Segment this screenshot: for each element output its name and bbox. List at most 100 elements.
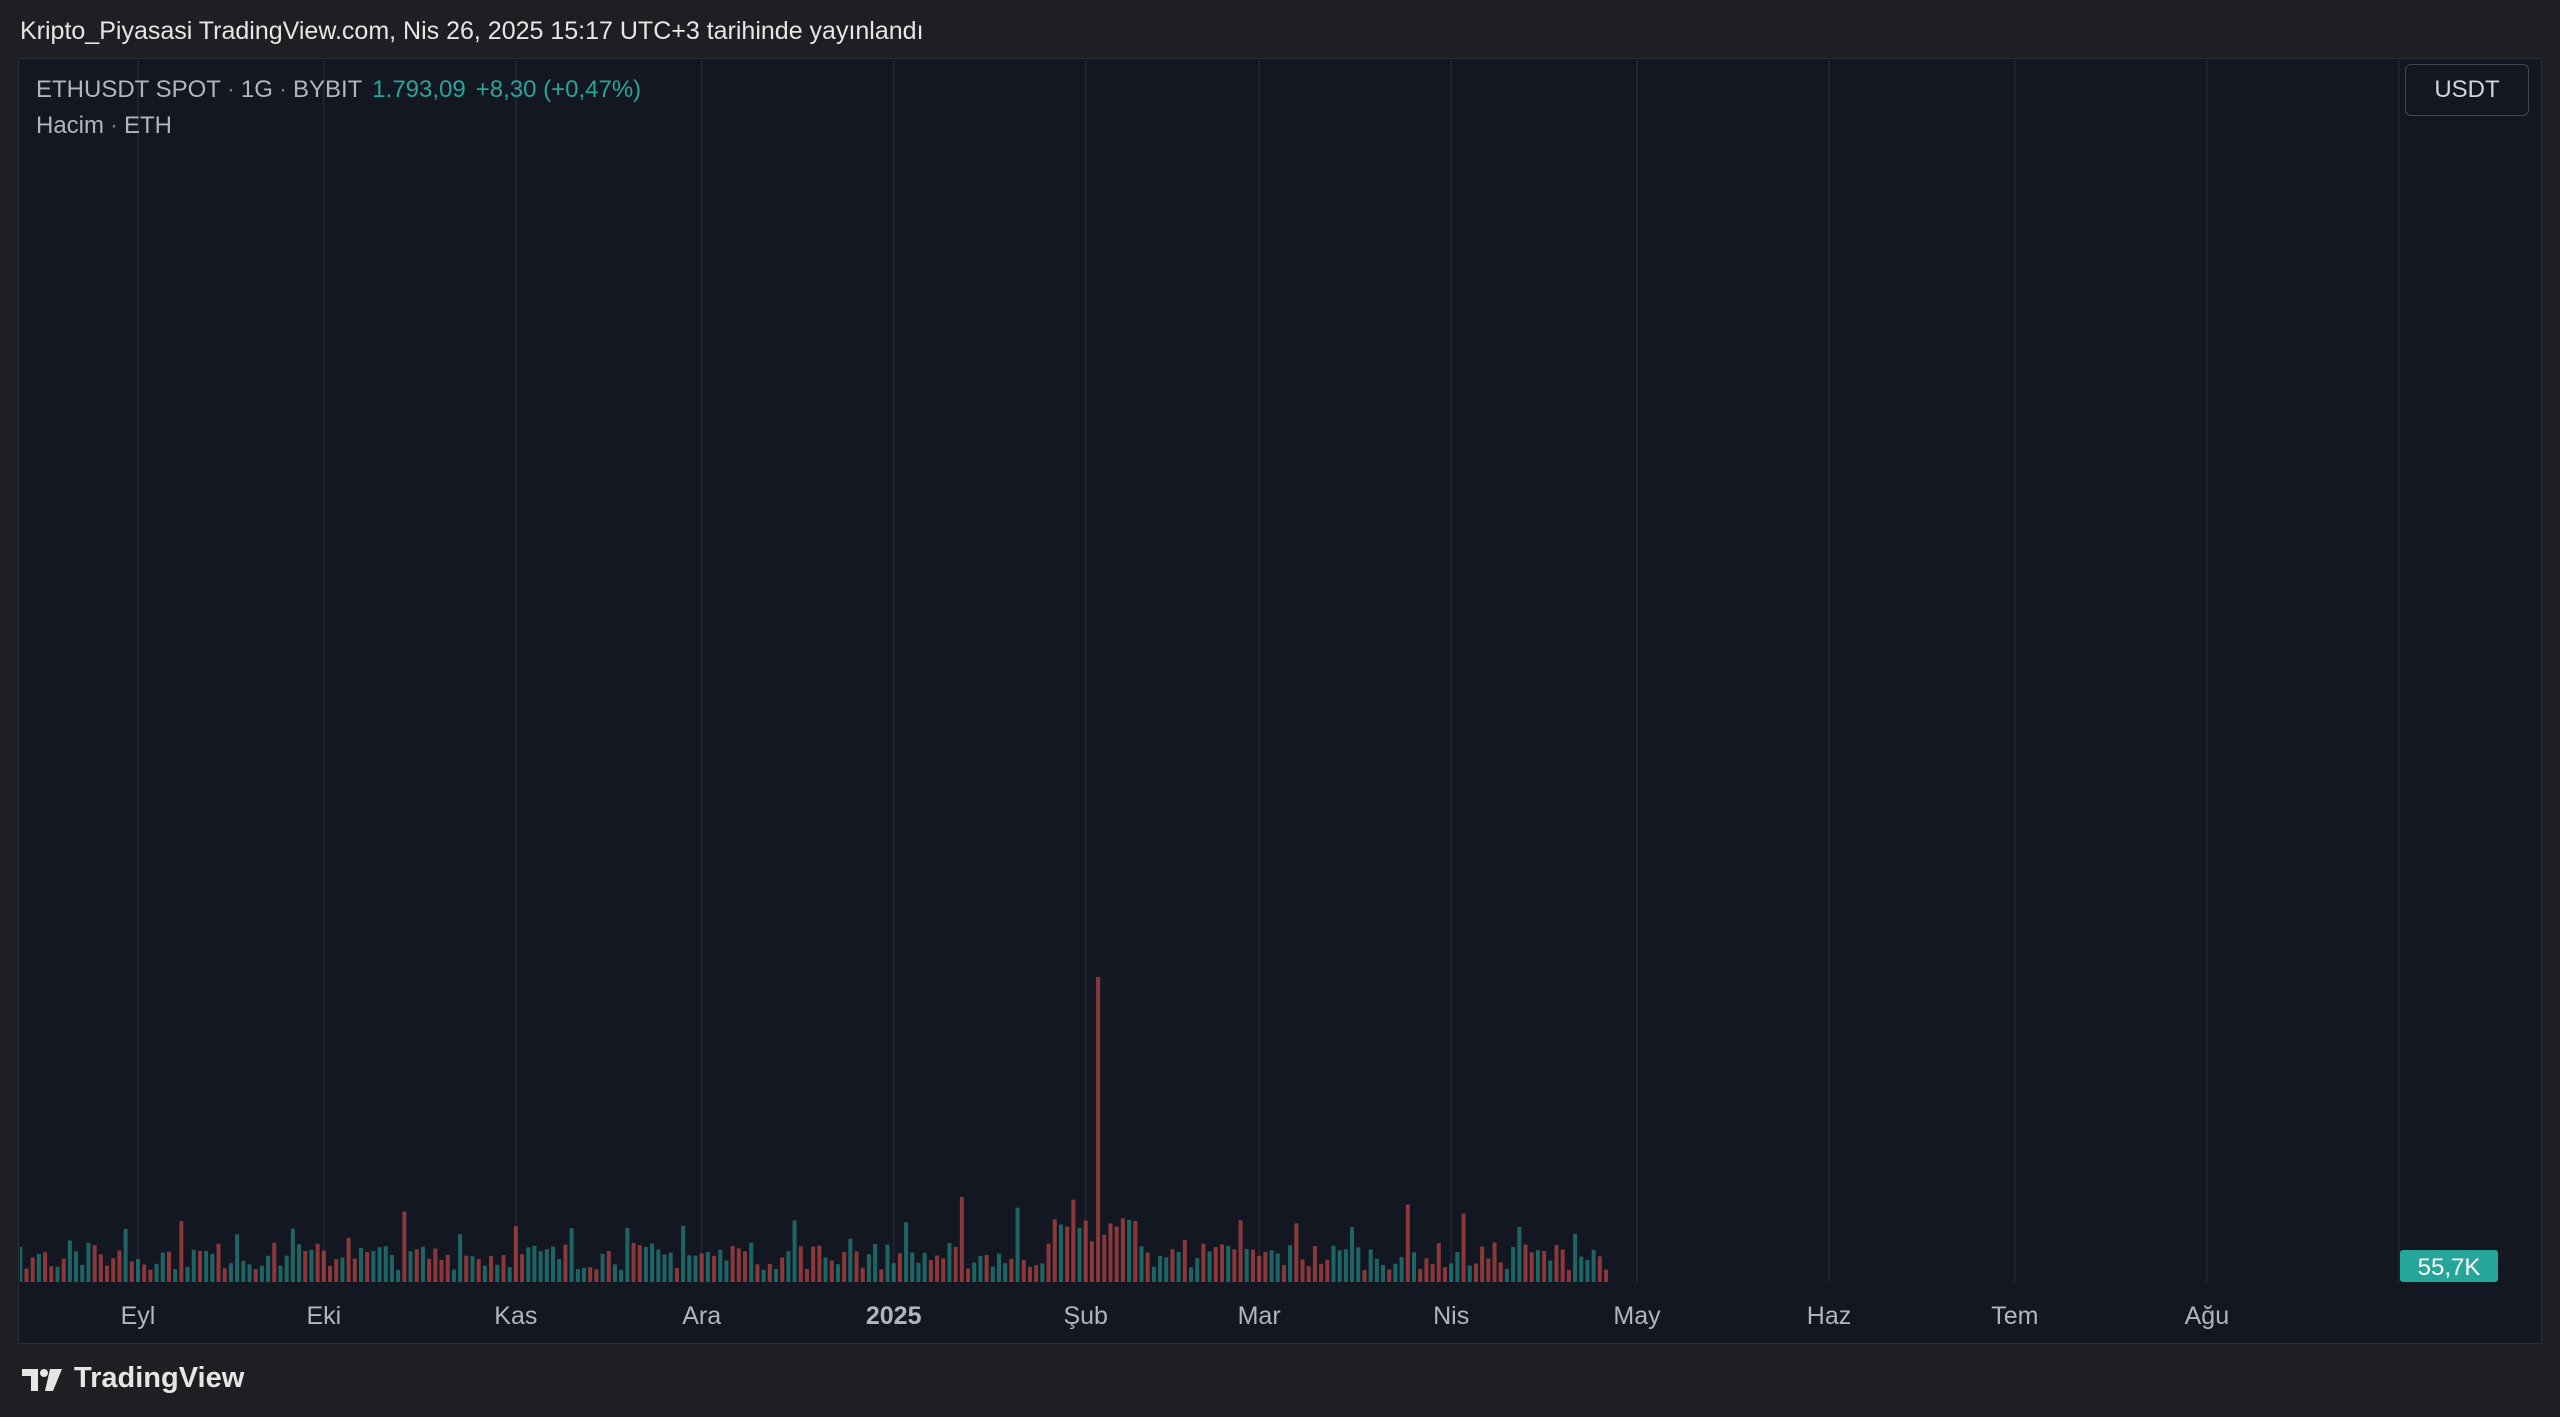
volume-bar: [1455, 1252, 1460, 1282]
symbol-row[interactable]: ETHUSDT SPOT · 1G · BYBIT 1.793,09 +8,30 (+0,4…: [36, 72, 641, 108]
volume-bar: [160, 1252, 165, 1282]
volume-bar: [860, 1267, 865, 1282]
volume-bar: [699, 1253, 704, 1282]
volume-bar: [396, 1269, 401, 1282]
volume-bar: [1430, 1264, 1435, 1282]
volume-bar: [873, 1244, 878, 1282]
chart-frame[interactable]: [18, 58, 2542, 1344]
time-tick-label: Ağu: [2185, 1302, 2229, 1330]
volume-bar: [1027, 1266, 1032, 1282]
volume-bar: [86, 1242, 91, 1282]
volume-bar: [1244, 1248, 1249, 1282]
volume-bar: [1412, 1252, 1417, 1282]
volume-bar: [712, 1255, 717, 1282]
volume-bar: [538, 1251, 543, 1282]
volume-bar: [98, 1254, 103, 1282]
tradingview-logo[interactable]: TradingView: [20, 1362, 244, 1395]
volume-bar: [637, 1245, 642, 1282]
volume-bar: [996, 1253, 1001, 1282]
volume-bar: [1424, 1258, 1429, 1282]
price-change: +8,30 (+0,47%): [475, 76, 642, 103]
time-tick-label: Mar: [1238, 1302, 1281, 1330]
volume-bar: [897, 1253, 902, 1282]
volume-bar: [1164, 1257, 1169, 1282]
time-axis[interactable]: Eyl Eki Kas Ara 2025 Şub Mar Nis May Haz Tem Ağu: [121, 1302, 2229, 1330]
volume-bar: [1263, 1252, 1268, 1282]
volume-bar: [439, 1259, 444, 1282]
volume-bar: [1009, 1258, 1014, 1282]
volume-bar: [1300, 1259, 1305, 1282]
volume-bar: [1213, 1247, 1218, 1282]
volume-label[interactable]: Hacim: [36, 112, 105, 139]
volume-bar: [928, 1260, 933, 1282]
separator: ·: [110, 112, 119, 139]
volume-bar: [278, 1265, 283, 1282]
volume-bar: [668, 1252, 673, 1282]
volume-bar: [693, 1255, 698, 1282]
volume-bar: [904, 1222, 909, 1282]
symbol-name[interactable]: ETHUSDT SPOT: [36, 76, 221, 103]
volume-bar: [1120, 1218, 1125, 1282]
volume-bar: [1151, 1266, 1156, 1282]
volume-bar: [662, 1254, 667, 1282]
volume-bar: [885, 1244, 890, 1282]
volume-bar: [365, 1252, 370, 1282]
volume-bar: [222, 1268, 227, 1282]
time-tick-label: Tem: [1991, 1302, 2038, 1330]
volume-bar: [984, 1254, 989, 1282]
last-price-value: 1.793,09: [372, 76, 466, 103]
volume-bar: [829, 1260, 834, 1282]
volume-bar: [1381, 1264, 1386, 1282]
volume-bar: [972, 1262, 977, 1282]
volume-bar: [1189, 1267, 1194, 1282]
volume-bar: [780, 1257, 785, 1282]
volume-bar: [1281, 1265, 1286, 1282]
svg-text:55,7K: 55,7K: [2418, 1254, 2481, 1281]
volume-bar: [798, 1246, 803, 1282]
volume-bar: [643, 1247, 648, 1282]
volume-bar: [105, 1265, 110, 1282]
volume-bar: [1597, 1256, 1602, 1282]
volume-bar: [414, 1249, 419, 1282]
volume-bar: [235, 1234, 240, 1282]
volume-bar: [1350, 1227, 1355, 1282]
volume-bar: [346, 1237, 351, 1282]
volume-bar: [334, 1259, 339, 1282]
volume-bar: [445, 1254, 450, 1282]
volume-row[interactable]: Hacim · ETH: [36, 108, 641, 144]
volume-bar: [916, 1262, 921, 1282]
volume-bar: [817, 1245, 822, 1282]
brand-name: TradingView: [74, 1362, 245, 1394]
volume-bar: [990, 1266, 995, 1282]
volume-bar: [464, 1255, 469, 1282]
volume-bar: [129, 1261, 134, 1282]
volume-bar: [315, 1243, 320, 1282]
volume-bar: [507, 1267, 512, 1282]
currency-button[interactable]: USDT: [2405, 64, 2529, 116]
volume-bar: [1034, 1265, 1039, 1282]
volume-bar: [1021, 1260, 1026, 1282]
volume-bar: [1343, 1249, 1348, 1282]
volume-bar: [718, 1249, 723, 1282]
volume-bar: [625, 1228, 630, 1282]
volume-bar: [761, 1269, 766, 1282]
volume-bar: [20, 1247, 23, 1282]
volume-bar: [24, 1268, 29, 1282]
volume-bar: [557, 1259, 562, 1282]
volume-bar: [1114, 1226, 1119, 1282]
volume-bar: [1368, 1249, 1373, 1282]
exchange: BYBIT: [292, 76, 363, 103]
volume-bar: [823, 1257, 828, 1282]
volume-bar: [36, 1253, 41, 1282]
volume-bar: [1269, 1250, 1274, 1282]
volume-bar: [1585, 1260, 1590, 1282]
volume-bar: [328, 1265, 333, 1282]
volume-bar: [1065, 1226, 1070, 1282]
volume-bar: [1511, 1247, 1516, 1282]
volume-bar: [1573, 1233, 1578, 1282]
volume-bar: [501, 1255, 506, 1282]
interval[interactable]: 1G: [240, 76, 273, 103]
volume-bar: [1003, 1263, 1008, 1282]
volume-badge: 55,7K: [2400, 1250, 2498, 1282]
